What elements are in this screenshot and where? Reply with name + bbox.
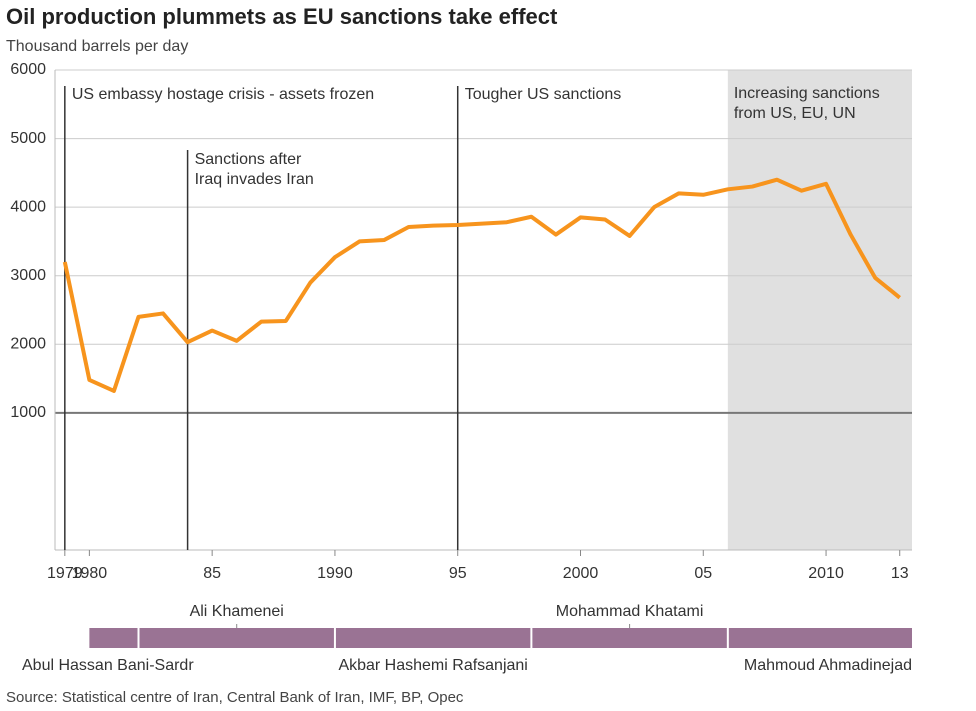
- x-tick-label: 1979: [47, 565, 83, 582]
- event-label: Tougher US sanctions: [465, 86, 622, 103]
- event-label: Sanctions after: [195, 151, 302, 168]
- president-label: Abul Hassan Bani-Sardr: [22, 657, 194, 674]
- president-label: Mahmoud Ahmadinejad: [744, 657, 912, 674]
- y-tick-label: 2000: [10, 336, 46, 353]
- y-tick-label: 3000: [10, 267, 46, 284]
- x-tick-label: 2000: [563, 565, 599, 582]
- data-line: [62, 177, 901, 393]
- y-tick-label: 6000: [10, 61, 46, 78]
- x-tick-label: 1990: [317, 565, 353, 582]
- source: Source: Statistical centre of Iran, Cent…: [6, 689, 464, 706]
- president-label: Mohammad Khatami: [556, 603, 704, 620]
- president-bar: [138, 628, 335, 648]
- event-label: Iraq invades Iran: [195, 171, 314, 188]
- president-bar: [531, 628, 728, 648]
- shaded-label: Increasing sanctions: [734, 85, 880, 102]
- x-tick-label: 13: [891, 565, 909, 582]
- x-tick-label: 85: [203, 565, 221, 582]
- y-tick-label: 1000: [10, 404, 46, 421]
- president-label: Ali Khamenei: [190, 603, 284, 620]
- chart-subtitle: Thousand barrels per day: [6, 38, 188, 55]
- president-label: Akbar Hashemi Rafsanjani: [338, 657, 527, 674]
- shaded-region: [727, 70, 912, 550]
- chart-title: Oil production plummets as EU sanctions …: [6, 4, 558, 29]
- x-tick-label: 1980: [72, 565, 108, 582]
- x-tick-label: 2010: [808, 565, 844, 582]
- x-tick-label: 95: [449, 565, 467, 582]
- president-bar: [334, 628, 532, 648]
- president-bar: [727, 628, 912, 648]
- x-tick-label: 05: [694, 565, 712, 582]
- president-bar: [89, 628, 139, 648]
- y-tick-label: 5000: [10, 130, 46, 147]
- event-label: US embassy hostage crisis - assets froze…: [72, 86, 374, 103]
- y-tick-label: 4000: [10, 198, 46, 215]
- shaded-label: from US, EU, UN: [734, 105, 856, 122]
